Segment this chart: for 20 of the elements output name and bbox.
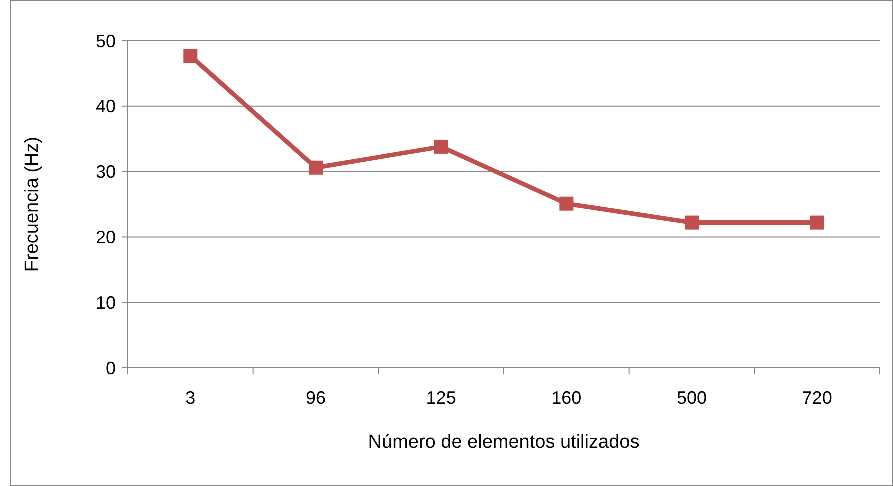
point (184, 49, 198, 64)
x-tick-label: 720 (802, 388, 832, 408)
x-tick-label: 96 (306, 388, 326, 408)
x-tick-label: 125 (426, 388, 456, 408)
point (434, 140, 448, 154)
point (560, 196, 574, 211)
x-tick-label: 160 (552, 388, 582, 408)
point (685, 216, 699, 230)
y-tick-label: 40 (96, 96, 116, 117)
y-tick-label: 0 (106, 358, 116, 378)
y-tick-label: 50 (96, 31, 116, 52)
y-axis-title: Frecuencia (Hz) (22, 136, 43, 272)
x-tick-label: 3 (186, 388, 196, 408)
y-tick-label: 20 (96, 228, 116, 248)
point (309, 160, 323, 175)
y-tick-label: 30 (96, 162, 116, 182)
point (810, 216, 824, 230)
x-tick-label: 500 (676, 388, 708, 408)
x-axis-title: Número de elementos utilizados (368, 432, 640, 453)
y-tick-label: 10 (96, 292, 116, 313)
